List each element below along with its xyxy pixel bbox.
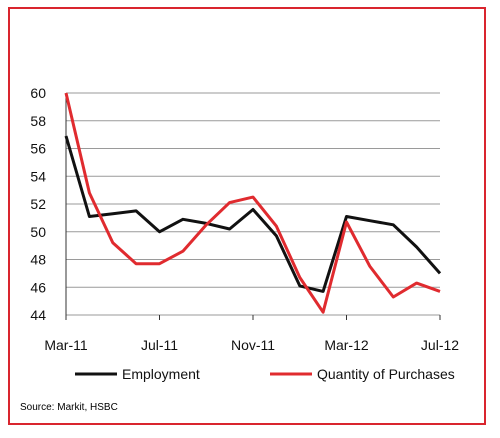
y-tick-label: 52 <box>30 196 46 212</box>
x-tick-label: Nov-11 <box>231 337 275 353</box>
x-tick-label: Mar-12 <box>324 337 369 353</box>
y-tick-label: 60 <box>30 85 46 101</box>
y-tick-label: 54 <box>30 168 46 184</box>
legend-label: Employment <box>122 366 200 382</box>
series-line-purchases <box>64 92 441 314</box>
x-tick-label: Jul-12 <box>421 337 459 353</box>
legend-label: Quantity of Purchases <box>317 366 455 382</box>
y-tick-label: 58 <box>30 113 46 129</box>
y-tick-label: 50 <box>30 224 46 240</box>
y-tick-label: 44 <box>30 307 46 323</box>
y-tick-label: 48 <box>30 252 46 268</box>
y-tick-label: 56 <box>30 141 46 157</box>
y-tick-label: 46 <box>30 279 46 295</box>
x-tick-label: Mar-11 <box>44 337 88 353</box>
series-line-employment <box>64 135 442 293</box>
x-tick-label: Jul-11 <box>141 337 178 353</box>
source-note: Source: Markit, HSBC <box>20 402 118 413</box>
